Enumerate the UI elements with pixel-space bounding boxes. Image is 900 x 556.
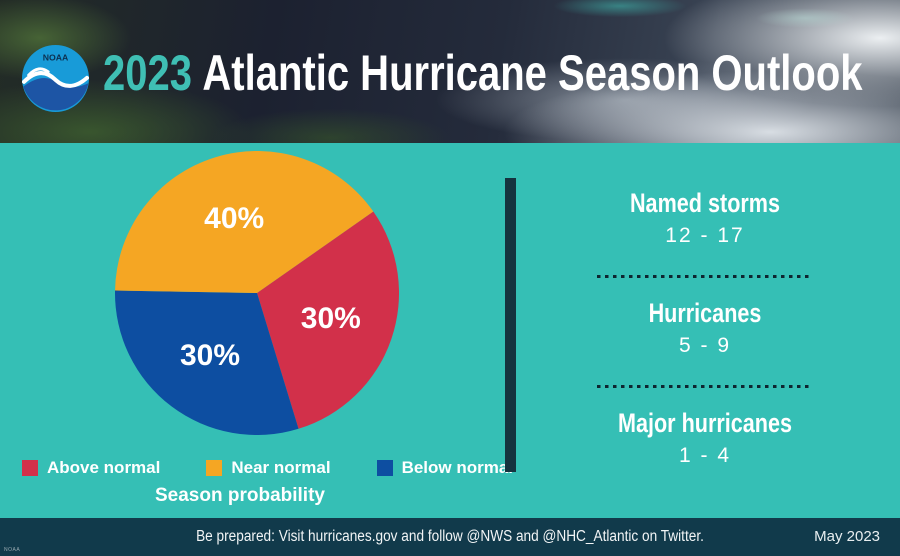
outlook-stats: Named storms 12 - 17 Hurricanes 5 - 9 Ma… <box>540 186 870 471</box>
pie-value-label: 30% <box>301 302 361 335</box>
legend-item-below-normal: Below normal <box>376 458 514 478</box>
stat-block-named-storms: Named storms 12 - 17 <box>540 186 870 251</box>
stat-range: 5 - 9 <box>678 334 732 357</box>
pie-chart: 30% 30% 40% <box>114 150 400 436</box>
title-year: 2023 <box>103 45 192 101</box>
title-text: Atlantic Hurricane Season Outlook <box>202 45 863 101</box>
pie-value-label: 30% <box>180 339 240 372</box>
legend-label: Above normal <box>47 458 161 477</box>
stat-label: Named storms <box>629 188 781 218</box>
footer-message: Be prepared: Visit hurricanes.gov and fo… <box>196 528 704 545</box>
legend-swatch-below-normal <box>376 460 393 476</box>
stat-range: 1 - 4 <box>678 444 732 467</box>
footer-date: May 2023 <box>814 528 880 545</box>
chart-legend: Above normal Near normal Below normal <box>22 458 513 478</box>
stat-range: 12 - 17 <box>665 224 745 247</box>
legend-swatch-near-normal <box>206 460 223 476</box>
pie-slice-near-normal <box>115 150 374 293</box>
footer-credit: NOAA <box>4 547 21 553</box>
dotted-divider <box>597 275 813 278</box>
stat-block-hurricanes: Hurricanes 5 - 9 <box>540 296 870 361</box>
footer-bar: Be prepared: Visit hurricanes.gov and fo… <box>0 518 900 556</box>
legend-item-above-normal: Above normal <box>22 458 160 478</box>
legend-label: Below normal <box>401 458 514 477</box>
dotted-divider <box>597 385 813 388</box>
stat-label: Major hurricanes <box>617 408 793 438</box>
gull-wave-icon <box>22 71 89 88</box>
pie-value-label: 40% <box>204 202 264 235</box>
pie-slice-above-normal <box>257 211 400 429</box>
noaa-logo-text: NOAA <box>43 52 69 62</box>
chart-caption: Season probability <box>155 485 325 506</box>
noaa-logo: NOAA <box>22 45 89 112</box>
legend-item-near-normal: Near normal <box>206 458 331 478</box>
stat-block-major-hurricanes: Major hurricanes 1 - 4 <box>540 406 870 471</box>
header-banner: NOAA 2023 Atlantic Hurricane Season Outl… <box>0 0 900 143</box>
vertical-divider <box>505 178 516 472</box>
stat-label: Hurricanes <box>648 298 762 328</box>
legend-label: Near normal <box>231 458 331 477</box>
page-title: 2023 Atlantic Hurricane Season Outlook <box>103 46 863 100</box>
legend-swatch-above-normal <box>22 460 38 476</box>
pie-slice-below-normal <box>114 290 299 436</box>
